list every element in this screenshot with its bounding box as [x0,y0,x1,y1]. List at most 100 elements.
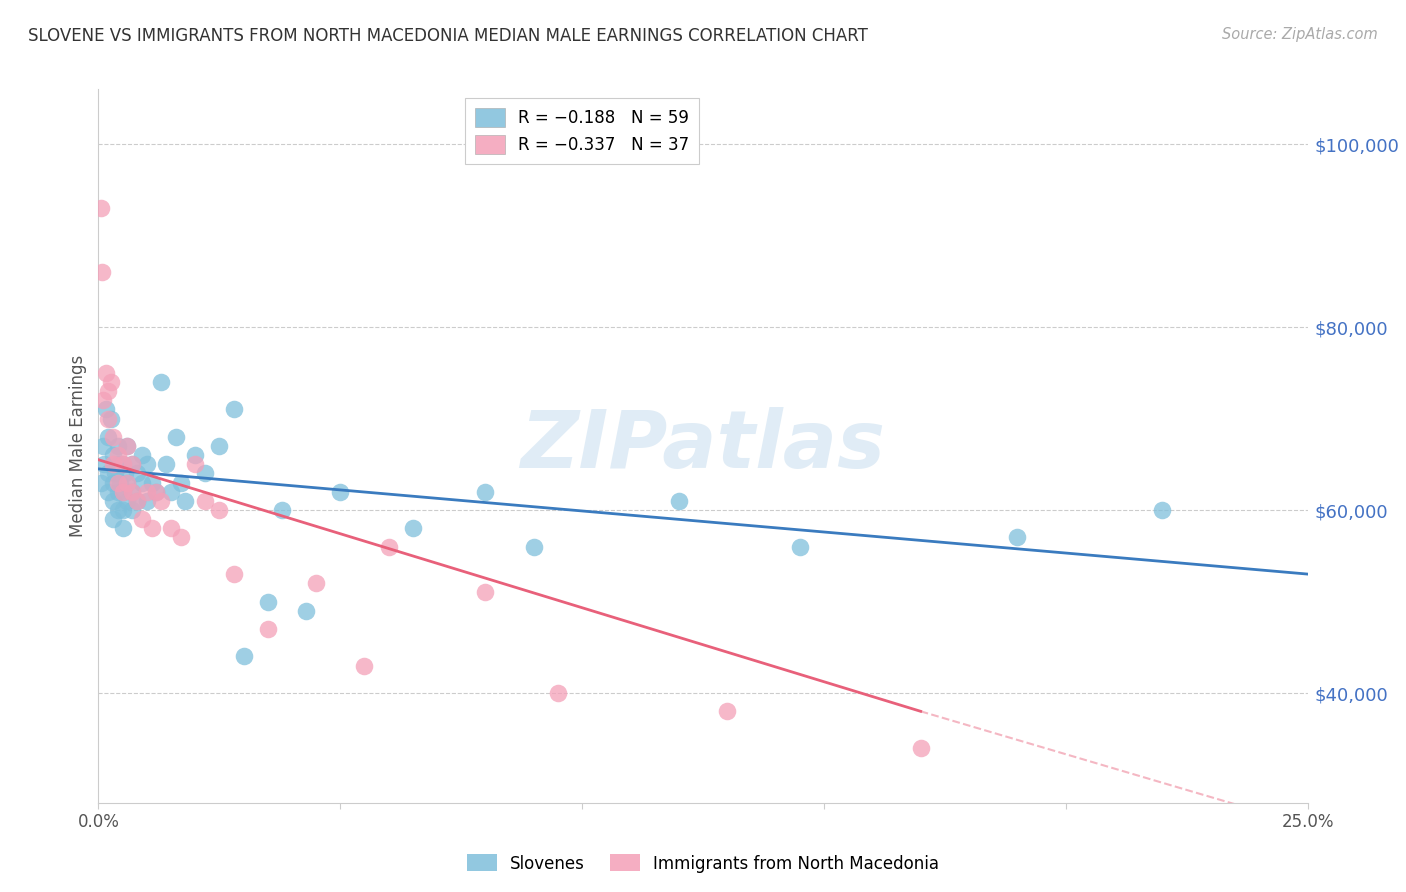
Point [135,458,157,472]
Point [169,475,191,490]
Point [165,430,187,444]
Point [194,467,217,481]
Point [100,375,122,389]
Point [121,503,143,517]
Point [474,484,496,499]
Point [135,484,157,499]
Point [547,686,569,700]
Point [101,430,124,444]
Point [91,439,114,453]
Point [121,484,143,499]
Point [93,458,115,472]
Point [114,467,136,481]
Point [131,512,153,526]
Point [117,494,139,508]
Point [90,201,112,215]
Point [107,484,129,499]
Point [117,475,139,490]
Point [104,467,127,481]
Point [100,411,122,425]
Point [174,494,197,508]
Point [1007,531,1029,545]
Legend: R = −0.188   N = 59, R = −0.337   N = 37: R = −0.188 N = 59, R = −0.337 N = 37 [465,97,699,164]
Point [111,521,134,535]
Point [194,494,217,508]
Point [222,567,245,582]
Point [101,494,124,508]
Point [141,521,163,535]
Text: ZIPatlas: ZIPatlas [520,407,886,485]
Point [910,740,932,755]
Text: SLOVENE VS IMMIGRANTS FROM NORTH MACEDONIA MEDIAN MALE EARNINGS CORRELATION CHAR: SLOVENE VS IMMIGRANTS FROM NORTH MACEDON… [28,27,868,45]
Point [121,458,143,472]
Point [169,531,191,545]
Point [789,540,811,554]
Point [91,265,114,279]
Point [117,439,139,453]
Point [111,458,134,472]
Point [222,402,245,417]
Point [131,448,153,462]
Point [94,366,117,380]
Point [107,448,129,462]
Point [295,604,318,618]
Point [474,585,496,599]
Point [117,475,139,490]
Point [94,402,117,417]
Point [107,475,129,490]
Point [111,484,134,499]
Point [97,411,120,425]
Point [127,494,149,508]
Point [131,475,153,490]
Point [111,484,134,499]
Point [329,484,352,499]
Point [208,439,231,453]
Point [117,439,139,453]
Point [232,649,254,664]
Point [150,375,173,389]
Point [256,594,278,608]
Point [160,484,183,499]
Point [150,494,173,508]
Point [101,448,124,462]
Point [271,503,294,517]
Point [101,458,124,472]
Point [127,467,149,481]
Point [135,494,157,508]
Point [145,484,167,499]
Point [256,622,278,636]
Point [97,467,120,481]
Point [121,484,143,499]
Point [97,384,120,398]
Point [155,458,177,472]
Point [1152,503,1174,517]
Point [101,512,124,526]
Point [107,503,129,517]
Point [141,475,163,490]
Point [377,540,399,554]
Point [184,458,207,472]
Point [145,484,167,499]
Legend: Slovenes, Immigrants from North Macedonia: Slovenes, Immigrants from North Macedoni… [460,847,946,880]
Point [127,494,149,508]
Point [305,576,328,591]
Point [668,494,690,508]
Text: Source: ZipAtlas.com: Source: ZipAtlas.com [1222,27,1378,42]
Point [107,458,129,472]
Y-axis label: Median Male Earnings: Median Male Earnings [69,355,87,537]
Point [97,484,120,499]
Point [402,521,425,535]
Point [111,503,134,517]
Point [108,475,131,490]
Point [353,658,375,673]
Point [208,503,231,517]
Point [111,458,134,472]
Point [91,393,114,408]
Point [160,521,183,535]
Point [90,475,112,490]
Point [97,430,120,444]
Point [716,704,738,718]
Point [184,448,207,462]
Point [121,458,143,472]
Point [101,475,124,490]
